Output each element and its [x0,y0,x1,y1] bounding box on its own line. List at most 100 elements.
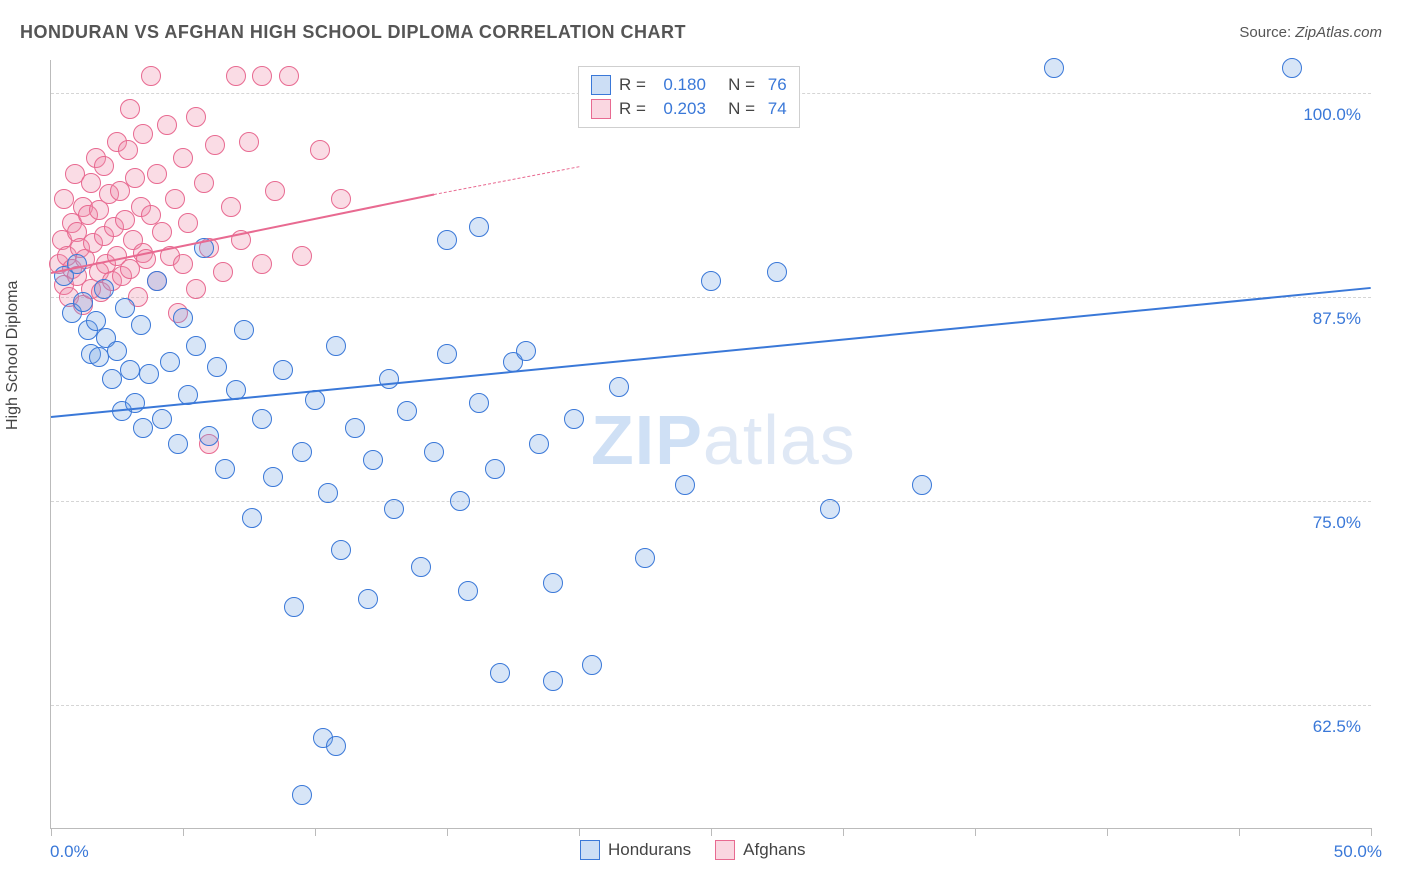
data-point [131,315,151,335]
data-point [326,336,346,356]
data-point [73,292,93,312]
x-tick [1371,828,1372,836]
y-tick-label: 87.5% [1313,309,1361,329]
stats-row: R = 0.203 N = 74 [591,97,787,121]
data-point [205,135,225,155]
source-label: Source: [1239,24,1291,41]
data-point [160,352,180,372]
x-tick [183,828,184,836]
data-point [147,271,167,291]
r-value: 0.180 [663,75,706,95]
data-point [242,508,262,528]
data-point [609,377,629,397]
data-point [194,173,214,193]
data-point [226,66,246,86]
x-tick [843,828,844,836]
data-point [543,671,563,691]
data-point [234,320,254,340]
data-point [767,262,787,282]
x-tick [447,828,448,836]
data-point [207,357,227,377]
data-point [199,426,219,446]
data-point [178,213,198,233]
data-point [363,450,383,470]
gridline [51,705,1371,706]
data-point [252,409,272,429]
scatter-plot-area: ZIPatlas 62.5%75.0%87.5%100.0% [50,60,1371,829]
gridline [51,297,1371,298]
data-point [318,483,338,503]
x-tick [975,828,976,836]
data-point [424,442,444,462]
x-tick [1107,828,1108,836]
data-point [118,140,138,160]
data-point [675,475,695,495]
data-point [157,115,177,135]
data-point [54,189,74,209]
data-point [273,360,293,380]
data-point [411,557,431,577]
data-point [115,298,135,318]
data-point [252,254,272,274]
legend-swatch [591,99,611,119]
data-point [437,230,457,250]
y-tick-label: 75.0% [1313,513,1361,533]
data-point [820,499,840,519]
data-point [635,548,655,568]
legend-swatch [591,75,611,95]
data-point [345,418,365,438]
legend-label: Afghans [743,840,805,860]
trend-line [434,166,579,195]
data-point [564,409,584,429]
data-point [133,124,153,144]
x-tick-label-min: 0.0% [50,842,89,862]
data-point [252,66,272,86]
data-point [397,401,417,421]
r-label: R = [619,75,655,95]
data-point [152,222,172,242]
data-point [292,246,312,266]
data-point [701,271,721,291]
data-point [213,262,233,282]
y-tick-label: 100.0% [1303,105,1361,125]
legend-swatch [580,840,600,860]
data-point [81,173,101,193]
data-point [458,581,478,601]
data-point [437,344,457,364]
n-value: 74 [768,99,787,119]
source-attribution: Source: ZipAtlas.com [1239,24,1382,41]
data-point [331,189,351,209]
r-label: R = [619,99,655,119]
n-label: N = [714,99,760,119]
data-point [582,655,602,675]
data-point [516,341,536,361]
data-point [125,168,145,188]
data-point [139,364,159,384]
data-point [102,369,122,389]
legend-item: Afghans [715,840,805,860]
x-tick-label-max: 50.0% [1334,842,1382,862]
data-point [1282,58,1302,78]
data-point [89,347,109,367]
stats-row: R = 0.180 N = 76 [591,73,787,97]
data-point [94,279,114,299]
y-axis-label: High School Diploma [4,281,22,430]
data-point [450,491,470,511]
data-point [165,189,185,209]
data-point [173,254,193,274]
data-point [1044,58,1064,78]
data-point [543,573,563,593]
trend-line [51,287,1371,418]
data-point [284,597,304,617]
data-point [215,459,235,479]
data-point [310,140,330,160]
data-point [120,360,140,380]
data-point [384,499,404,519]
data-point [186,107,206,127]
data-point [107,341,127,361]
legend-swatch [715,840,735,860]
y-tick-label: 62.5% [1313,717,1361,737]
bottom-legend: HonduransAfghans [580,840,806,860]
data-point [239,132,259,152]
data-point [147,164,167,184]
